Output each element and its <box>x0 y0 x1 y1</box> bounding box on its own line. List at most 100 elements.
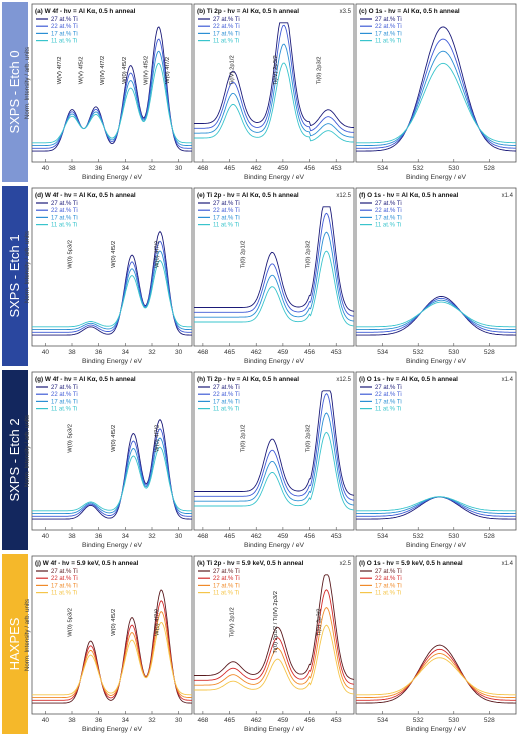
peak-annotation: W(IV) 4f5/2 <box>144 56 150 85</box>
x-tick-label: 36 <box>95 533 103 540</box>
row-band <box>2 186 28 366</box>
legend-label: 22 at.% Ti <box>51 392 78 398</box>
x-tick-label: 528 <box>484 349 495 356</box>
chart-panel: (i) O 1s - hν = Al Kα, 0.5 h anneal x1.4 2… <box>355 371 517 549</box>
x-tick-label: 30 <box>175 533 183 540</box>
legend-label: 17 at.% Ti <box>51 399 78 405</box>
x-tick-label: 40 <box>42 533 50 540</box>
series-line <box>194 412 355 506</box>
x-tick-label: 453 <box>331 165 342 172</box>
panel-title: (j) W 4f - hν = 5.9 keV, 0.5 h anneal <box>35 560 139 567</box>
x-tick-label: 30 <box>175 349 183 356</box>
legend-label: 11 at.% Ti <box>51 223 77 229</box>
multiplier-label: x12.5 <box>336 193 351 199</box>
legend-label: 22 at.% Ti <box>375 208 402 214</box>
x-tick-label: 456 <box>304 533 315 540</box>
plot-frame <box>355 187 517 347</box>
series-line <box>356 26 516 152</box>
multiplier-label: x3.5 <box>340 9 352 15</box>
series-line <box>32 446 192 512</box>
chart-panel: Norm. Intensity / arb. units (d) W 4f - h… <box>24 187 193 365</box>
x-axis-label: Binding Energy / eV <box>82 726 143 733</box>
series-line <box>32 611 192 699</box>
chart-panel: Norm. Intensity / arb. units (j) W 4f - h… <box>24 555 193 733</box>
panel-title: (b) Ti 2p - hν = Al Kα, 0.5 h anneal <box>197 8 299 15</box>
series-line <box>32 230 192 336</box>
x-tick-label: 530 <box>448 349 459 356</box>
series-line <box>32 428 192 517</box>
peak-annotation: W(0) 4f7/2 <box>154 425 160 452</box>
peak-annotation: Ti(IV) 2p1/2 <box>230 607 236 637</box>
series-line <box>194 212 355 317</box>
series-line <box>194 43 354 138</box>
x-axis-label: Binding Energy / eV <box>244 358 305 365</box>
legend-label: 22 at.% Ti <box>213 24 240 30</box>
x-tick-label: 462 <box>251 717 262 724</box>
series-line <box>356 301 516 328</box>
legend-label: 27 at.% Ti <box>213 569 240 575</box>
x-tick-label: 38 <box>68 165 76 172</box>
x-tick-label: 36 <box>95 717 103 724</box>
row-label: SXPS - Etch 1 <box>7 234 22 317</box>
legend-label: 11 at.% Ti <box>213 39 239 45</box>
row-label-band: SXPS - Etch 0 <box>2 2 28 182</box>
legend-label: 27 at.% Ti <box>51 569 78 575</box>
peak-annotation: Ti(0) 2p1/2 / Ti(IV) 2p3/2 <box>273 591 279 654</box>
x-tick-label: 528 <box>484 533 495 540</box>
panel-title: (h) Ti 2p - hν = Al Kα, 0.5 h anneal <box>197 376 299 383</box>
plot-frame <box>355 3 517 163</box>
legend-label: 22 at.% Ti <box>51 208 78 214</box>
legend-label: 17 at.% Ti <box>213 31 240 37</box>
series-line <box>194 206 355 312</box>
peak-annotation: W(V) 4f5/2 <box>79 57 85 85</box>
row-band <box>2 2 28 182</box>
legend-label: 17 at.% Ti <box>213 583 240 589</box>
chart-panel: Norm. Intensity / arb. units (a) W 4f - h… <box>24 3 193 181</box>
series-line <box>32 589 192 704</box>
peak-annotation: W(V) 4f7/2 <box>57 57 63 85</box>
x-tick-label: 462 <box>251 533 262 540</box>
x-tick-label: 532 <box>413 717 424 724</box>
legend-label: 27 at.% Ti <box>213 17 240 23</box>
x-tick-label: 38 <box>68 717 76 724</box>
x-tick-label: 30 <box>175 717 183 724</box>
peak-annotation: W(0) 5p3/2 <box>68 240 74 269</box>
series-line <box>356 38 516 149</box>
x-tick-label: 459 <box>277 533 288 540</box>
legend-label: 11 at.% Ti <box>51 591 77 597</box>
panel-title: (c) O 1s - hν = Al Kα, 0.5 h anneal <box>359 8 460 15</box>
panel-title: (f) O 1s - hν = Al Kα, 0.5 h anneal <box>359 192 459 199</box>
x-tick-label: 34 <box>122 349 130 356</box>
series-line <box>32 62 192 144</box>
legend-label: 27 at.% Ti <box>213 385 240 391</box>
peak-annotation: Ti(0) 2p3/2 <box>316 608 322 636</box>
series-line <box>356 50 516 147</box>
plot-frame <box>355 371 517 531</box>
legend-label: 17 at.% Ti <box>375 399 402 405</box>
legend-label: 27 at.% Ti <box>51 17 78 23</box>
x-tick-label: 534 <box>377 349 388 356</box>
plot-frame <box>193 3 355 163</box>
x-tick-label: 36 <box>95 165 103 172</box>
panel-title: (e) Ti 2p - hν = Al Kα, 0.5 h anneal <box>197 192 299 199</box>
series-line <box>32 50 192 147</box>
row-label-band: SXPS - Etch 1 <box>2 186 28 366</box>
x-tick-label: 40 <box>42 717 50 724</box>
row-band <box>2 554 28 734</box>
x-tick-label: 532 <box>413 165 424 172</box>
peak-annotation: W(0) 5p3/2 <box>68 424 74 453</box>
x-axis-label: Binding Energy / eV <box>82 174 143 181</box>
legend-label: 11 at.% Ti <box>375 39 401 45</box>
series-line <box>32 259 192 328</box>
series-line <box>194 589 355 685</box>
x-tick-label: 456 <box>304 717 315 724</box>
x-tick-label: 534 <box>377 165 388 172</box>
x-axis-label: Binding Energy / eV <box>406 174 467 181</box>
peak-annotation: W(0) 4f5/2 <box>111 425 117 452</box>
series-line <box>194 62 355 143</box>
x-tick-label: 30 <box>175 165 183 172</box>
legend-label: 11 at.% Ti <box>51 39 77 45</box>
legend-label: 27 at.% Ti <box>375 201 402 207</box>
x-tick-label: 32 <box>148 717 156 724</box>
